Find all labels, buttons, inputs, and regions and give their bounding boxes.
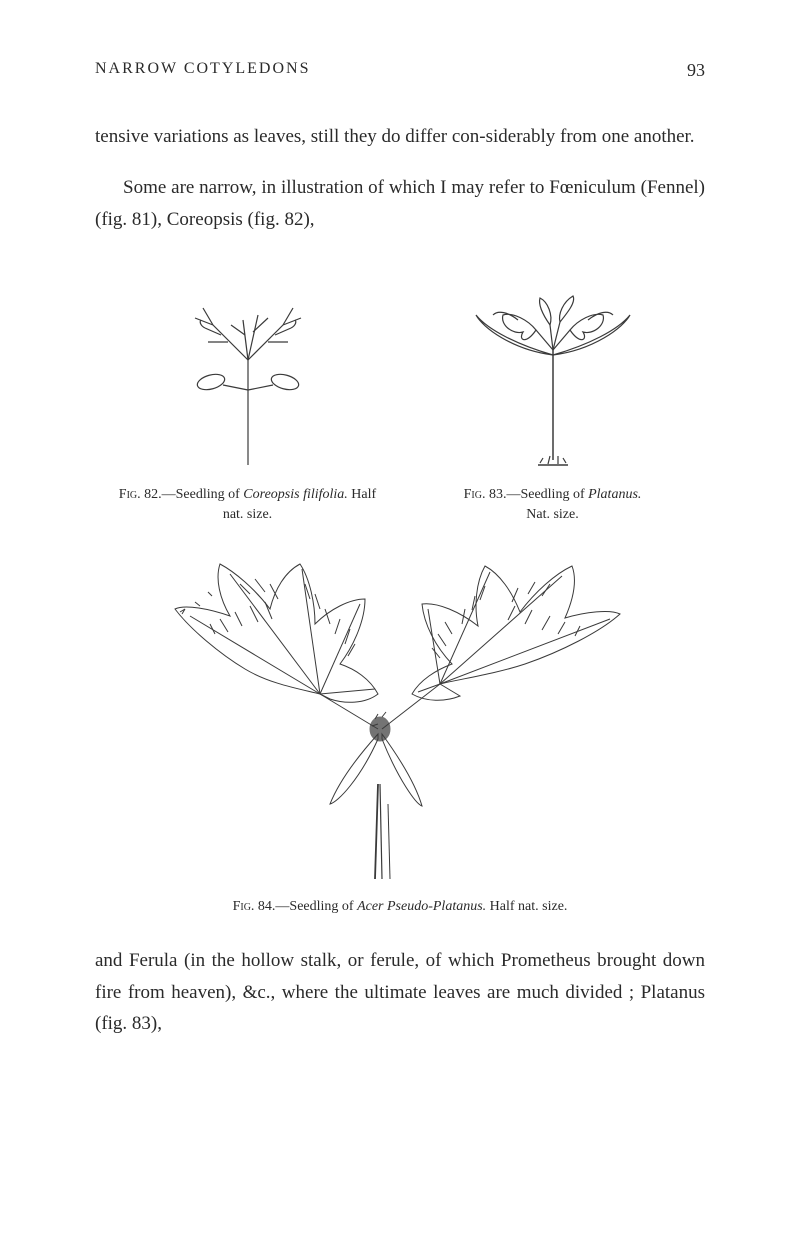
caption-84-num: 84.—Seedling of bbox=[254, 899, 357, 914]
figure-83 bbox=[458, 270, 648, 475]
acer-seedling-illustration bbox=[160, 554, 640, 884]
paragraph-1: tensive variations as leaves, still they… bbox=[95, 121, 705, 152]
caption-82-num: 82.—Seedling of bbox=[141, 487, 244, 502]
page-title: NARROW COTYLEDONS bbox=[95, 60, 310, 81]
caption-83: Fig. 83.—Seedling of Platanus. Nat. size. bbox=[415, 485, 690, 524]
caption-82-species: Coreopsis filifolia. bbox=[243, 487, 348, 502]
captions-row-top: Fig. 82.—Seedling of Coreopsis filifolia… bbox=[95, 485, 705, 524]
paragraph-2: Some are narrow, in illustration of whic… bbox=[95, 172, 705, 235]
page-container: NARROW COTYLEDONS 93 tensive variations … bbox=[0, 0, 800, 1099]
figures-row-top bbox=[95, 265, 705, 475]
caption-82: Fig. 82.—Seedling of Coreopsis filifolia… bbox=[110, 485, 385, 524]
caption-83-label: Fig. bbox=[464, 487, 486, 502]
page-header: NARROW COTYLEDONS 93 bbox=[95, 60, 705, 81]
caption-84-size: Half nat. size. bbox=[486, 899, 567, 914]
caption-84-species: Acer Pseudo-Platanus. bbox=[357, 899, 486, 914]
page-number: 93 bbox=[687, 60, 705, 81]
paragraph-3: and Ferula (in the hollow stalk, or feru… bbox=[95, 945, 705, 1039]
caption-83-species: Platanus. bbox=[588, 487, 641, 502]
caption-82-label: Fig. bbox=[119, 487, 141, 502]
figure-82 bbox=[153, 270, 343, 475]
figure-84 bbox=[95, 554, 705, 889]
caption-84-label: Fig. bbox=[233, 899, 255, 914]
caption-84: Fig. 84.—Seedling of Acer Pseudo-Platanu… bbox=[95, 899, 705, 915]
caption-83-num: 83.—Seedling of bbox=[485, 487, 588, 502]
platanus-seedling-illustration bbox=[458, 270, 648, 470]
caption-83-size: Nat. size. bbox=[526, 507, 578, 522]
coreopsis-seedling-illustration bbox=[153, 270, 343, 470]
